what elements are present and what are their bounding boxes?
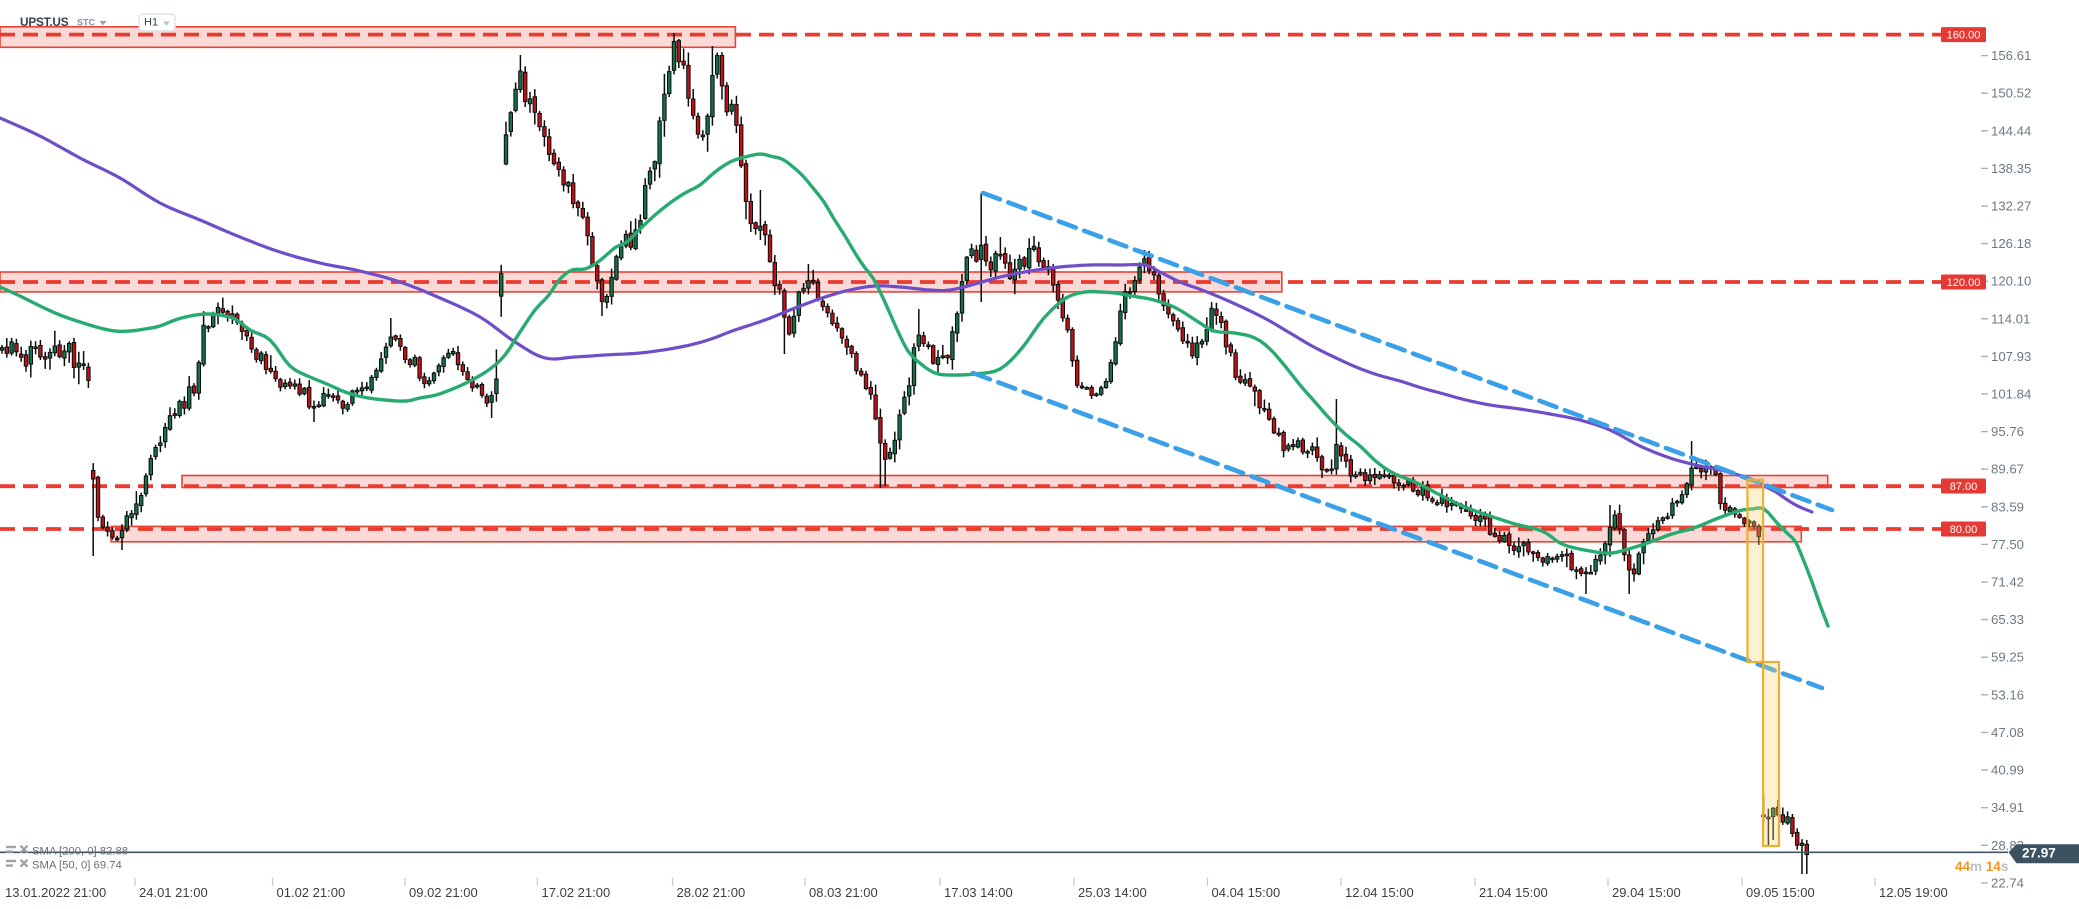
svg-text:89.67: 89.67	[1991, 462, 2024, 477]
svg-text:53.16: 53.16	[1991, 687, 2024, 702]
svg-text:25.03 14:00: 25.03 14:00	[1078, 885, 1147, 900]
svg-text:138.35: 138.35	[1991, 161, 2031, 176]
svg-text:132.27: 132.27	[1991, 199, 2031, 214]
svg-text:34.91: 34.91	[1991, 800, 2024, 815]
svg-text:120.00: 120.00	[1947, 277, 1981, 289]
svg-text:95.76: 95.76	[1991, 424, 2024, 439]
svg-text:22.74: 22.74	[1991, 875, 2024, 890]
svg-text:01.02 21:00: 01.02 21:00	[277, 885, 346, 900]
svg-text:126.18: 126.18	[1991, 236, 2031, 251]
svg-text:09.05 15:00: 09.05 15:00	[1746, 885, 1815, 900]
svg-text:24.01 21:00: 24.01 21:00	[139, 885, 208, 900]
svg-text:47.08: 47.08	[1991, 725, 2024, 740]
svg-text:28.02 21:00: 28.02 21:00	[677, 885, 746, 900]
svg-text:12.05 19:00: 12.05 19:00	[1879, 885, 1948, 900]
svg-text:H1: H1	[144, 17, 158, 29]
svg-text:101.84: 101.84	[1991, 387, 2031, 402]
svg-text:09.02 21:00: 09.02 21:00	[409, 885, 478, 900]
svg-text:27.97: 27.97	[2022, 846, 2056, 861]
svg-text:12.04 15:00: 12.04 15:00	[1345, 885, 1414, 900]
svg-text:40.99: 40.99	[1991, 763, 2024, 778]
svg-text:44m 14s: 44m 14s	[1955, 859, 2008, 874]
svg-text:17.02 21:00: 17.02 21:00	[542, 885, 611, 900]
svg-text:65.33: 65.33	[1991, 612, 2024, 627]
svg-text:120.10: 120.10	[1991, 274, 2031, 289]
svg-text:144.44: 144.44	[1991, 123, 2031, 138]
svg-text:13.01.2022 21:00: 13.01.2022 21:00	[5, 885, 106, 900]
svg-text:71.42: 71.42	[1991, 575, 2024, 590]
svg-text:150.52: 150.52	[1991, 86, 2031, 101]
svg-text:SMA [50, 0] 69.74: SMA [50, 0] 69.74	[32, 860, 122, 872]
svg-text:STC: STC	[77, 18, 96, 28]
svg-text:04.04 15:00: 04.04 15:00	[1212, 885, 1281, 900]
svg-text:77.50: 77.50	[1991, 537, 2024, 552]
svg-text:114.01: 114.01	[1991, 311, 2030, 326]
svg-text:87.00: 87.00	[1950, 481, 1978, 493]
svg-text:59.25: 59.25	[1991, 650, 2024, 665]
svg-text:80.00: 80.00	[1950, 524, 1978, 536]
svg-text:156.61: 156.61	[1991, 48, 2031, 63]
svg-text:08.03 21:00: 08.03 21:00	[809, 885, 878, 900]
svg-text:17.03 14:00: 17.03 14:00	[944, 885, 1013, 900]
svg-text:29.04 15:00: 29.04 15:00	[1612, 885, 1681, 900]
svg-text:UPST.US: UPST.US	[20, 15, 69, 29]
svg-text:160.00: 160.00	[1947, 29, 1981, 41]
svg-text:83.59: 83.59	[1991, 499, 2024, 514]
svg-text:SMA [200, 0] 82.88: SMA [200, 0] 82.88	[32, 846, 128, 858]
svg-text:21.04 15:00: 21.04 15:00	[1479, 885, 1548, 900]
svg-text:107.93: 107.93	[1991, 349, 2031, 364]
